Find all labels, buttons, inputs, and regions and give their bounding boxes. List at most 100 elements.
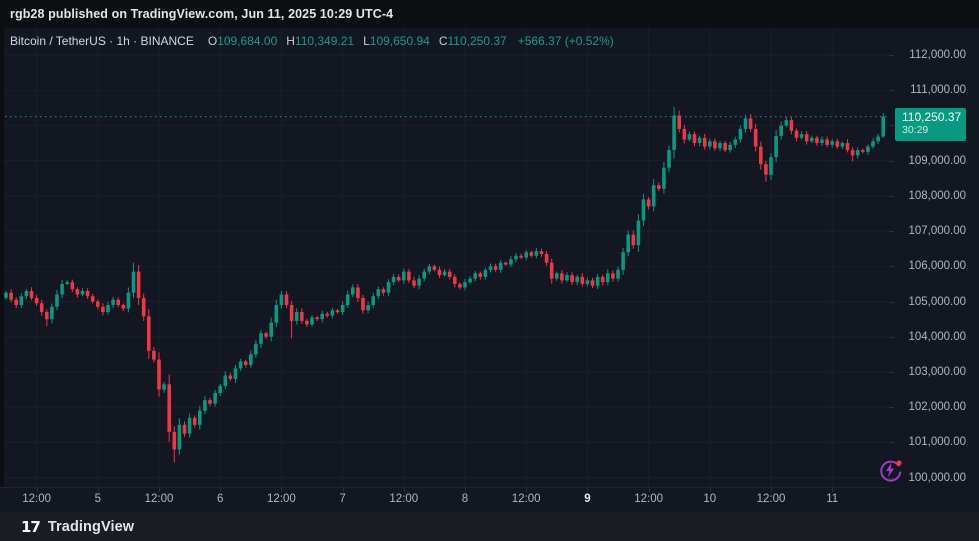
candle	[106, 305, 110, 313]
time-tick-mark	[159, 488, 160, 492]
tradingview-logo-icon[interactable]: 17	[21, 517, 41, 536]
open-value: O109,684.00	[207, 34, 278, 48]
candle	[391, 276, 396, 283]
time-tick-mark	[220, 488, 222, 492]
price-tick-label: 112,000.00	[909, 49, 966, 61]
candle	[182, 424, 187, 434]
candle	[376, 289, 381, 297]
candle	[147, 316, 151, 351]
price-tick-label: 105,000.00	[908, 295, 966, 308]
chart-legend[interactable]: Bitcoin / TetherUS · 1h · BINANCE O109,6…	[10, 33, 614, 49]
candle	[845, 143, 850, 151]
candle	[646, 199, 651, 207]
candle	[514, 255, 518, 260]
candle	[279, 294, 284, 306]
candle	[141, 297, 146, 317]
candle	[794, 130, 799, 138]
candle	[687, 134, 692, 140]
candle	[504, 262, 508, 265]
candle	[621, 252, 625, 270]
high-value: H110,349.21	[286, 34, 355, 48]
candle	[677, 115, 681, 129]
price-tick-label: 104,000.00	[908, 330, 966, 343]
time-tick-label: 5	[94, 493, 101, 505]
candle	[667, 150, 671, 168]
price-tick-mark	[889, 125, 894, 127]
price-tick-mark	[889, 407, 894, 409]
footer-bar: 17 TradingView	[0, 512, 979, 541]
candle	[24, 290, 29, 297]
price-tick-label: 107,000.00	[908, 225, 966, 238]
candle	[651, 185, 656, 207]
candle	[662, 167, 666, 189]
candle	[340, 305, 345, 313]
price-tick-mark	[889, 371, 894, 373]
candle	[218, 386, 222, 394]
candle	[50, 306, 54, 320]
candle	[432, 266, 437, 270]
candle	[534, 251, 539, 256]
candle	[177, 424, 182, 450]
candle	[840, 143, 845, 147]
candle	[437, 269, 442, 276]
boost-button[interactable]	[876, 456, 904, 484]
candle	[815, 137, 819, 144]
candle	[636, 220, 641, 246]
candle	[866, 146, 870, 152]
candle	[4, 292, 8, 298]
candle	[631, 234, 636, 246]
candle	[447, 271, 452, 277]
candle	[402, 271, 406, 281]
last-price-label: 110,250.37	[902, 109, 962, 124]
candle	[249, 354, 253, 365]
price-scale[interactable]: 110,250.37 30:29 112,000.00 111,000.00 110…	[889, 28, 979, 512]
candle	[356, 287, 360, 298]
candle	[855, 150, 860, 156]
candle	[759, 146, 763, 165]
close-value: C110,250.37	[438, 34, 507, 48]
candle	[509, 259, 513, 265]
time-tick-mark	[526, 488, 528, 492]
candle	[871, 141, 875, 147]
time-scale[interactable]: 12:00 5 12:00 6 12:00 7 12:00 8 12:00 9 12:00 10 12:…	[0, 487, 889, 512]
candle	[549, 262, 554, 279]
tradingview-brand[interactable]: TradingView	[47, 518, 135, 535]
symbol-title[interactable]: Bitcoin / TetherUS · 1h · BINANCE	[10, 34, 194, 48]
candle	[381, 289, 386, 293]
candlestick-canvas[interactable]	[0, 28, 889, 487]
candle	[616, 269, 620, 279]
time-tick-mark	[832, 488, 834, 492]
time-tick-label: 12:00	[756, 493, 786, 505]
candle	[575, 276, 579, 283]
candle	[692, 134, 697, 144]
candle	[55, 294, 59, 307]
candle	[65, 282, 69, 284]
time-tick-label: 10	[703, 493, 717, 505]
candle	[157, 359, 161, 390]
candle	[728, 144, 732, 151]
candle	[75, 289, 80, 295]
candle	[274, 305, 279, 323]
price-tick-mark	[889, 301, 894, 303]
price-tick-mark	[889, 442, 894, 444]
published-header-bar: rgb28 published on TradingView.com, Jun …	[0, 0, 979, 28]
candle	[238, 361, 243, 369]
last-price-badge[interactable]: 110,250.37 30:29	[895, 107, 966, 141]
time-tick-label: 12:00	[267, 493, 296, 505]
candle	[585, 280, 590, 284]
price-tick-mark	[889, 266, 894, 268]
candle	[748, 118, 753, 129]
time-tick-label: 12:00	[511, 493, 541, 505]
candle	[458, 283, 462, 288]
candle	[876, 136, 880, 142]
candle	[830, 141, 834, 145]
published-text: rgb28 published on TradingView.com, Jun …	[10, 7, 394, 21]
candle	[672, 115, 676, 151]
candle	[626, 234, 630, 253]
change-value: +566.37 (+0.52%)	[517, 34, 614, 48]
candle	[412, 280, 416, 286]
candle	[90, 296, 95, 302]
time-tick-label: 12:00	[389, 493, 419, 505]
candle	[396, 276, 401, 281]
candle	[682, 128, 687, 140]
